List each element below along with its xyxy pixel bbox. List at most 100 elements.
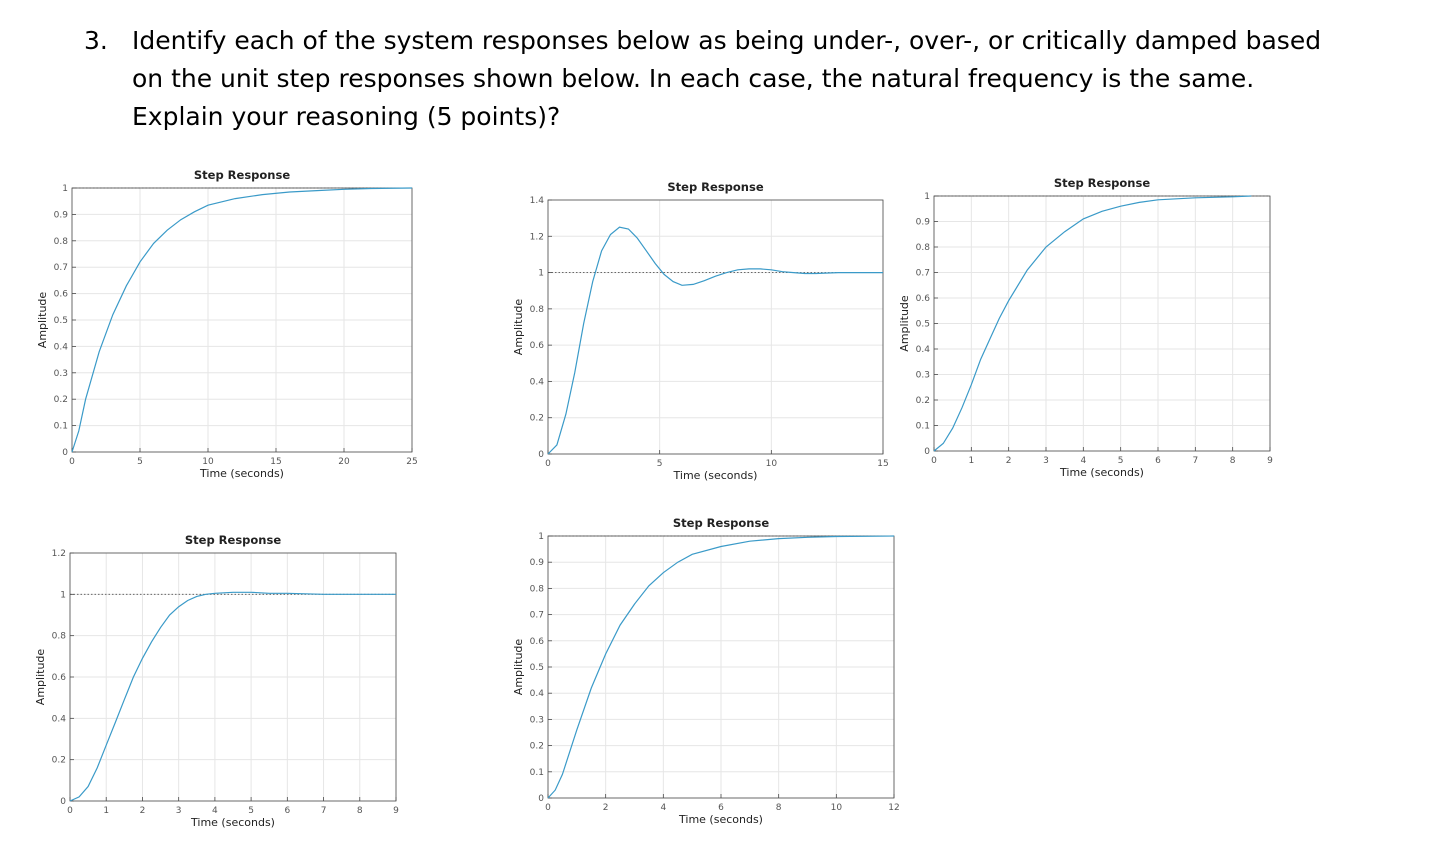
x-tick-label: 8 [1230, 456, 1236, 466]
y-tick-label: 0.4 [530, 377, 545, 387]
y-tick-label: 0.7 [916, 269, 930, 279]
y-tick-label: 0.1 [916, 422, 930, 432]
y-tick-label: 0.6 [52, 673, 67, 683]
x-tick-label: 7 [1192, 456, 1198, 466]
x-tick-label: 10 [766, 459, 778, 469]
y-tick-label: 0.3 [54, 369, 68, 379]
y-tick-label: 0.5 [916, 320, 930, 330]
y-tick-label: 0.4 [530, 689, 545, 699]
grid [69, 552, 397, 802]
x-tick-label: 8 [776, 803, 782, 813]
x-tick-label: 9 [1267, 456, 1273, 466]
y-tick-label: 0.3 [530, 715, 544, 725]
y-axis-label: Amplitude [512, 639, 525, 696]
y-tick-label: 1.2 [52, 549, 66, 559]
x-tick-label: 5 [1118, 456, 1124, 466]
x-tick-label: 5 [137, 457, 143, 467]
y-tick-label: 0.6 [530, 341, 545, 351]
y-tick-label: 0.8 [52, 632, 67, 642]
step-response-curve [71, 187, 413, 453]
y-tick-label: 1 [538, 269, 544, 279]
x-tick-label: 4 [212, 806, 218, 816]
y-axis-label: Amplitude [512, 299, 525, 356]
x-tick-label: 5 [248, 806, 254, 816]
step-response-curve [547, 535, 895, 799]
y-tick-label: 1 [538, 532, 544, 542]
x-tick-label: 12 [888, 803, 899, 813]
y-tick-label: 0 [538, 450, 544, 460]
x-tick-label: 1 [103, 806, 109, 816]
x-tick-label: 4 [660, 803, 666, 813]
grid [933, 195, 1271, 452]
y-tick-label: 1.2 [530, 232, 544, 242]
x-tick-label: 15 [877, 459, 888, 469]
y-tick-label: 0 [924, 447, 930, 457]
grid [547, 199, 884, 455]
x-tick-label: 6 [718, 803, 724, 813]
step-response-plot-2: 0 5 10 15 0 0.2 0.4 0.6 0.8 1 1.2 1.4 Step Response T… [512, 180, 889, 482]
x-tick-label: 15 [270, 457, 281, 467]
plot-frame [547, 199, 884, 455]
x-axis-label: Time (seconds) [190, 816, 275, 829]
y-tick-label: 0.8 [916, 243, 931, 253]
y-tick-label: 0 [538, 794, 544, 804]
y-tick-label: 0.2 [52, 756, 66, 766]
x-axis-label: Time (seconds) [1059, 466, 1144, 479]
chart-title: Step Response [1054, 176, 1150, 190]
y-tick-label: 0.7 [530, 611, 544, 621]
y-tick-label: 0.9 [916, 218, 931, 228]
x-tick-label: 0 [931, 456, 937, 466]
x-tick-label: 2 [140, 806, 146, 816]
x-tick-label: 4 [1080, 456, 1086, 466]
y-tick-label: 0.2 [530, 742, 544, 752]
y-axis-label: Amplitude [898, 295, 911, 352]
x-tick-label: 2 [603, 803, 609, 813]
y-tick-label: 0 [60, 797, 66, 807]
x-tick-label: 8 [357, 806, 363, 816]
y-tick-label: 0.6 [530, 637, 545, 647]
y-tick-label: 0.4 [54, 342, 69, 352]
step-response-curve [69, 591, 396, 802]
x-tick-label: 6 [284, 806, 290, 816]
question-text: Identify each of the system responses be… [132, 26, 1322, 131]
x-axis-label: Time (seconds) [673, 469, 758, 482]
y-tick-label: 0.2 [54, 395, 68, 405]
chart-title: Step Response [185, 533, 281, 547]
x-tick-label: 0 [545, 803, 551, 813]
step-response-plot-4: 0 1 2 3 4 5 6 7 8 9 0 0.2 0.4 0.6 0.8 1 1.2 Step Response… [34, 533, 399, 829]
x-axis-label: Time (seconds) [678, 813, 763, 826]
y-axis-label: Amplitude [34, 649, 47, 706]
chart-title: Step Response [667, 180, 763, 194]
x-tick-label: 3 [1043, 456, 1049, 466]
y-tick-label: 0.2 [530, 414, 544, 424]
y-tick-label: 0.9 [530, 558, 545, 568]
y-tick-label: 0.4 [52, 714, 67, 724]
step-response-curve [933, 195, 1252, 452]
x-tick-label: 5 [657, 459, 663, 469]
x-tick-label: 6 [1155, 456, 1161, 466]
y-tick-label: 0.6 [54, 290, 69, 300]
x-axis-label: Time (seconds) [199, 467, 284, 480]
x-tick-label: 7 [321, 806, 327, 816]
x-tick-label: 1 [968, 456, 974, 466]
y-tick-label: 0.3 [916, 371, 930, 381]
step-response-plot-5: 0 2 4 6 8 10 12 0 0.1 0.2 0.3 0.4 0.5 0.6 0.7 0.8 0.9 1 St… [512, 516, 900, 826]
y-tick-label: 0.7 [54, 263, 68, 273]
x-tick-label: 0 [67, 806, 73, 816]
y-tick-label: 0.9 [54, 210, 69, 220]
x-tick-label: 10 [202, 457, 214, 467]
y-tick-label: 0.5 [530, 663, 544, 673]
y-tick-label: 1 [62, 184, 68, 194]
question-number: 3. [84, 26, 108, 55]
y-tick-label: 0.4 [916, 345, 931, 355]
step-response-plot-3: 0 1 2 3 4 5 6 7 8 9 0 0.1 0.2 0.3 0.4 0.5 0.6 0.7 0.8 0.9 1 S… [898, 176, 1273, 479]
chart-title: Step Response [194, 168, 290, 182]
x-tick-label: 3 [176, 806, 182, 816]
y-tick-label: 0.2 [916, 396, 930, 406]
y-tick-label: 1.4 [530, 196, 545, 206]
y-tick-label: 0.6 [916, 294, 931, 304]
x-tick-label: 0 [545, 459, 551, 469]
x-tick-label: 10 [831, 803, 843, 813]
x-tick-label: 2 [1006, 456, 1012, 466]
step-response-curve [547, 226, 883, 455]
